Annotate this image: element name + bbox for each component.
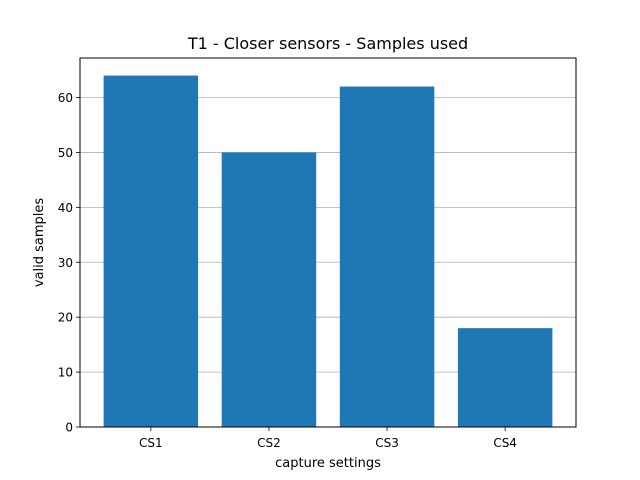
x-axis-ticks: CS1 CS2 CS3 CS4	[139, 427, 517, 450]
bar-cs1	[103, 75, 199, 428]
x-tick-label: CS1	[139, 436, 163, 450]
bar-cs4	[457, 328, 553, 427]
x-axis-label: capture settings	[275, 456, 381, 471]
y-tick-label: 50	[58, 146, 73, 160]
bars	[103, 75, 553, 428]
y-tick-label: 30	[58, 256, 73, 270]
x-tick-label: CS4	[493, 436, 517, 450]
x-tick-label: CS2	[257, 436, 281, 450]
y-tick-label: 10	[58, 366, 73, 380]
bar-cs3	[339, 86, 435, 427]
chart-title: T1 - Closer sensors - Samples used	[187, 34, 468, 53]
y-tick-label: 40	[58, 201, 73, 215]
y-tick-label: 20	[58, 311, 73, 325]
plot-frame	[79, 57, 577, 428]
y-axis-label: valid samples	[32, 198, 47, 288]
y-tick-label: 0	[65, 421, 73, 435]
y-tick-label: 60	[58, 91, 73, 105]
x-tick-label: CS3	[375, 436, 399, 450]
y-axis-ticks: 0 10 20 30 40 50 60	[58, 91, 80, 435]
bar-cs2	[221, 152, 317, 428]
